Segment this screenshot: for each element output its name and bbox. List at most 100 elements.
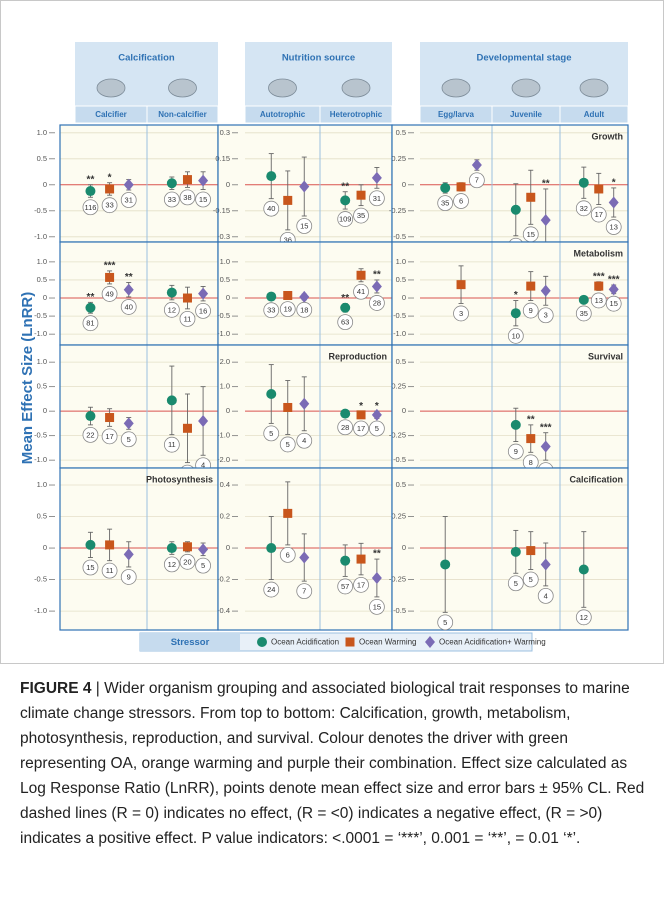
point xyxy=(266,171,277,182)
sample-size: 5 xyxy=(201,561,205,570)
column-label: Adult xyxy=(584,110,605,119)
column-label: Juvenile xyxy=(510,110,543,119)
y-tick-label: 1.0 xyxy=(220,257,230,266)
point xyxy=(182,293,192,303)
point xyxy=(456,280,466,290)
n-badge xyxy=(468,172,485,189)
legend-title: Stressor xyxy=(171,637,210,648)
y-tick-label: -0.5 xyxy=(34,311,47,320)
n-badge xyxy=(337,314,354,331)
panel-title: Reproduction xyxy=(329,351,388,361)
y-tick-label: 1.0 xyxy=(37,128,47,137)
sample-size: 17 xyxy=(105,432,113,441)
sample-size: 81 xyxy=(86,319,94,328)
n-badge xyxy=(337,578,354,595)
y-tick-label: 1.0 xyxy=(396,257,406,266)
point xyxy=(371,171,382,184)
column-header xyxy=(319,105,393,124)
point xyxy=(166,543,177,554)
sample-size: 17 xyxy=(357,580,365,589)
sample-size: 5 xyxy=(529,575,533,584)
n-badge xyxy=(101,197,118,214)
y-tick-label: -0.5 xyxy=(217,311,230,320)
point xyxy=(371,280,382,293)
n-badge xyxy=(453,305,469,322)
point xyxy=(198,543,209,556)
point xyxy=(340,195,351,206)
sample-size: 31 xyxy=(373,194,381,203)
sample-size: 11 xyxy=(106,566,114,575)
n-badge xyxy=(507,327,524,344)
point xyxy=(340,302,351,313)
significance: *** xyxy=(104,261,116,272)
point xyxy=(105,184,115,194)
sample-size: 40 xyxy=(267,204,275,213)
sample-size: 35 xyxy=(441,199,449,208)
y-tick-label: -2.0 xyxy=(217,455,230,464)
significance: ** xyxy=(87,174,95,185)
n-badge xyxy=(120,299,137,315)
sample-size: 13 xyxy=(610,223,618,232)
sample-size: 5 xyxy=(127,435,131,444)
panel-background xyxy=(60,242,218,345)
sample-size: 49 xyxy=(105,289,113,298)
sample-size: 116 xyxy=(84,203,96,212)
sample-size: 9 xyxy=(127,572,131,581)
n-badge xyxy=(296,301,313,318)
n-badge xyxy=(163,301,180,318)
significance: ** xyxy=(373,270,381,281)
sample-size: 6 xyxy=(286,550,290,559)
n-badge xyxy=(353,207,369,224)
point xyxy=(166,178,177,189)
sample-size: 4 xyxy=(544,591,548,600)
n-badge xyxy=(82,426,99,443)
point xyxy=(85,186,96,197)
point xyxy=(182,175,192,185)
n-badge xyxy=(279,436,296,453)
y-tick-label: 0 xyxy=(402,543,406,552)
significance: * xyxy=(375,401,379,412)
y-tick-label: 0.5 xyxy=(37,382,47,391)
sample-size: 38 xyxy=(183,193,191,202)
sample-size: 24 xyxy=(267,585,275,594)
significance: ** xyxy=(125,272,133,283)
n-badge xyxy=(368,190,385,207)
n-badge xyxy=(179,189,196,206)
point xyxy=(540,214,551,227)
significance: *** xyxy=(540,422,552,433)
y-tick-label: -1.0 xyxy=(34,329,47,338)
panel-background xyxy=(392,242,628,345)
n-badge xyxy=(195,303,211,319)
column-label: Autotrophic xyxy=(260,110,306,119)
point xyxy=(356,410,366,420)
point xyxy=(266,389,277,400)
caption-text: | Wider organism grouping and associated… xyxy=(20,680,645,847)
y-tick-label: 0 xyxy=(43,180,47,189)
sample-size: 16 xyxy=(199,306,207,315)
organism-icon xyxy=(96,78,126,98)
y-tick-label: -0.25 xyxy=(389,575,406,584)
point xyxy=(578,177,589,188)
sample-size: 33 xyxy=(267,306,275,315)
sample-size: 28 xyxy=(373,298,381,307)
point xyxy=(283,402,293,412)
sample-size: 109 xyxy=(339,215,352,224)
y-tick-label: 0 xyxy=(226,293,230,302)
sample-size: 15 xyxy=(86,563,94,572)
significance: ** xyxy=(341,181,349,192)
y-tick-label: -0.25 xyxy=(389,431,406,440)
sample-size: 57 xyxy=(341,582,349,591)
point xyxy=(510,546,521,557)
n-badge xyxy=(195,557,211,574)
point xyxy=(123,178,134,191)
n-badge xyxy=(353,576,369,593)
point xyxy=(608,196,619,209)
n-badge xyxy=(179,553,196,570)
sample-size: 15 xyxy=(610,299,618,308)
y-tick-label: 0.5 xyxy=(396,275,406,284)
y-tick-label: -0.5 xyxy=(393,232,406,241)
y-tick-label: 1.0 xyxy=(37,480,47,489)
point xyxy=(540,558,551,571)
panel-background xyxy=(392,125,628,242)
point xyxy=(608,283,619,296)
